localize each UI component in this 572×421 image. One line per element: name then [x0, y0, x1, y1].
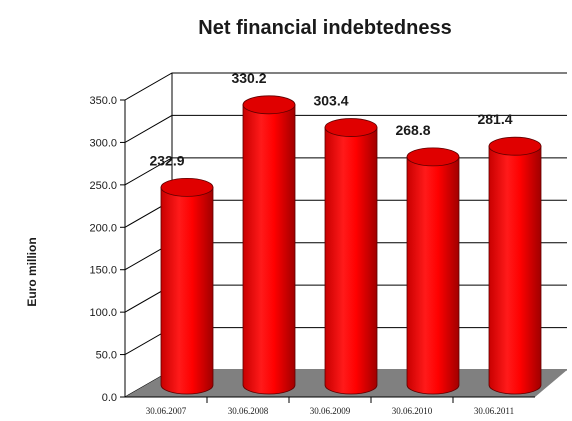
data-label: 232.9	[149, 152, 184, 168]
y-tick-label: 50.0	[96, 350, 117, 362]
chart-title: Net financial indebtedness	[198, 17, 451, 39]
x-tick-label: 30.06.2010	[392, 406, 433, 416]
gridline	[124, 72, 567, 101]
x-tick-label: 30.06.2011	[474, 406, 514, 416]
bar-top	[406, 147, 460, 167]
bar-top	[242, 95, 296, 115]
y-tick-label: 100.0	[89, 307, 117, 319]
y-tick-label: 300.0	[89, 137, 117, 149]
bar-top	[324, 118, 378, 137]
data-label: 303.4	[313, 93, 348, 109]
bar-top	[160, 177, 214, 197]
y-axis-label: Euro million	[25, 237, 39, 306]
y-tick-label: 250.0	[89, 180, 117, 192]
x-tick-label: 30.06.2008	[228, 406, 269, 416]
x-tick-label: 30.06.2007	[146, 406, 187, 416]
bar	[242, 104, 296, 395]
bar	[324, 127, 378, 395]
bar-group	[488, 136, 542, 395]
bar-top	[488, 136, 542, 156]
bar-group	[242, 95, 296, 395]
y-tick-label: 0.0	[102, 392, 117, 404]
bar-group	[160, 177, 214, 395]
bar-group	[406, 147, 460, 395]
data-label: 330.2	[231, 70, 266, 86]
y-tick-label: 150.0	[89, 265, 117, 277]
bar	[160, 186, 214, 395]
bar	[488, 145, 542, 395]
x-tick-label: 30.06.2009	[310, 406, 351, 416]
data-label: 281.4	[477, 111, 512, 127]
gridline	[124, 114, 567, 143]
bar-group	[324, 118, 378, 395]
y-tick-label: 350.0	[89, 95, 117, 107]
data-label: 268.8	[395, 122, 430, 138]
y-tick-label: 200.0	[89, 222, 117, 234]
bar	[406, 156, 460, 395]
